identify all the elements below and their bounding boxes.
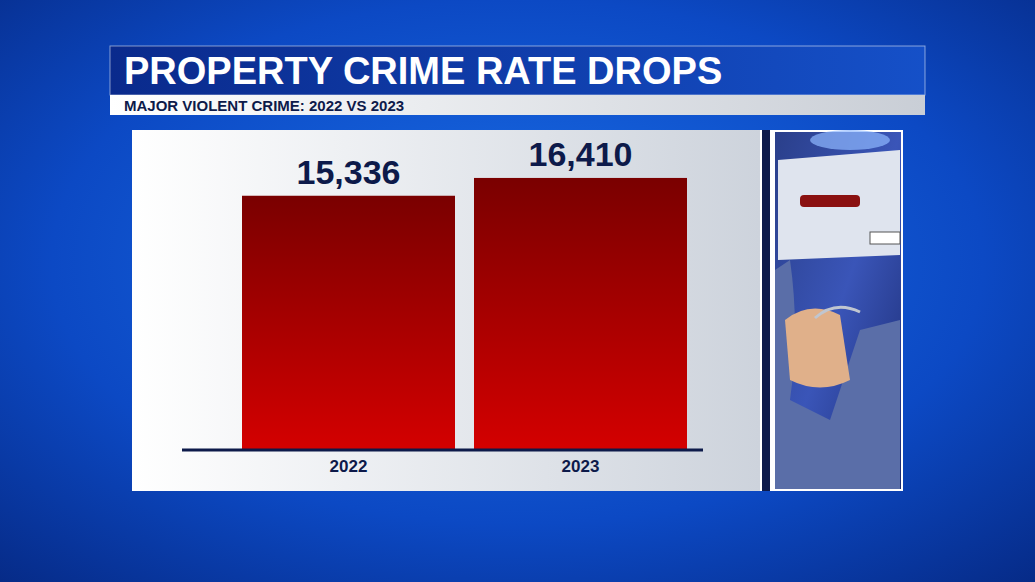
data-label: 16,410 [529,135,633,173]
bar [474,178,687,450]
title: PROPERTY CRIME RATE DROPS [124,50,722,92]
police-light [810,130,890,150]
baseline [182,449,703,452]
divider [762,130,770,491]
x-tick-label: 2023 [562,457,600,476]
hands [785,309,850,388]
car-taillight [800,195,860,207]
subtitle: MAJOR VIOLENT CRIME: 2022 VS 2023 [124,97,404,114]
panel [132,130,903,491]
bars [242,178,687,450]
background [0,0,1035,582]
x-tick-label: 2022 [330,457,368,476]
handcuffs [815,307,860,318]
car-plate [870,232,900,244]
chart-root: PROPERTY CRIME RATE DROPS MAJOR VIOLENT C… [0,0,1035,582]
title-box [110,46,925,95]
person [775,260,900,489]
data-label: 15,336 [297,153,401,191]
chart-panel [132,130,760,491]
car-body [778,150,900,260]
subtitle-box [110,95,925,115]
labels: 15,336 16,410 [297,135,633,191]
photo-bg [775,132,901,489]
bar [242,196,455,450]
photo [775,130,901,489]
